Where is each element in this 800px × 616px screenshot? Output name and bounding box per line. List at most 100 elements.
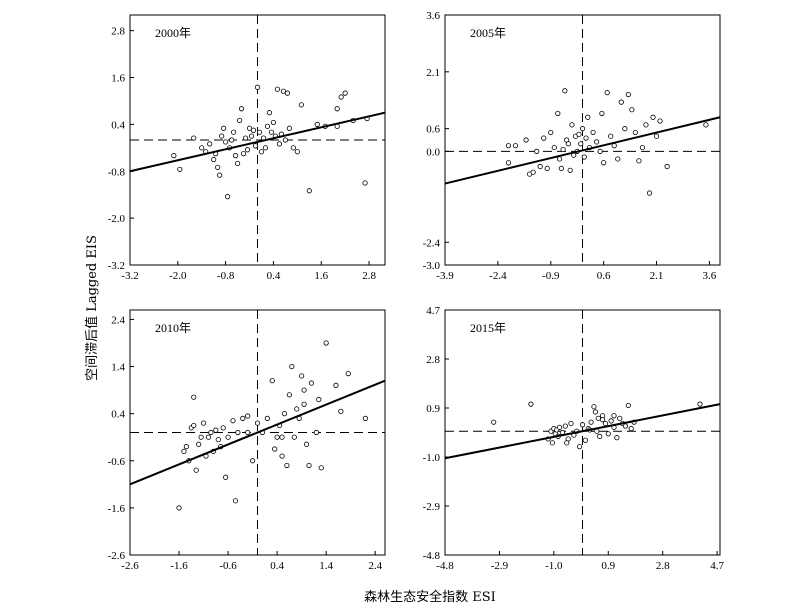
scatter-point [262, 145, 269, 151]
scatter-point [289, 363, 295, 370]
scatter-point [240, 151, 247, 157]
scatter-point [306, 188, 312, 194]
scatter-point [323, 340, 329, 346]
scatter-point [599, 417, 606, 423]
scatter-point [646, 190, 653, 196]
scatter-point [280, 88, 286, 94]
scatter-point [236, 117, 243, 124]
y-tick-label: 2.8 [426, 354, 440, 366]
fit-line [129, 111, 386, 173]
scatter-point [643, 122, 649, 128]
scatter-point [602, 420, 609, 427]
scatter-point [581, 154, 587, 160]
y-tick-label: -3.2 [108, 260, 125, 272]
y-tick-label: 0.0 [426, 146, 440, 158]
x-tick-label: 2.8 [362, 270, 376, 282]
scatter-point [585, 114, 591, 120]
x-tick-label: 1.6 [314, 270, 328, 282]
scatter-point [608, 133, 614, 139]
x-tick-label: -2.6 [121, 560, 139, 572]
scatter-point [530, 169, 536, 175]
y-tick-label: 1.6 [111, 73, 125, 85]
scatter-point [617, 415, 623, 421]
scatter-point [264, 415, 270, 421]
x-tick-label: -0.6 [219, 560, 237, 572]
fit-line [129, 379, 386, 486]
scatter-point [284, 90, 290, 96]
scatter-point [541, 135, 547, 141]
scatter-point [306, 462, 312, 469]
scatter-point [220, 425, 226, 431]
scatter-point [217, 172, 223, 178]
x-tick-label: 3.6 [703, 270, 717, 282]
y-tick-label: 1.4 [111, 362, 125, 374]
scatter-point [333, 382, 339, 388]
scatter-point [215, 436, 221, 443]
x-tick-label: -3.2 [121, 270, 138, 282]
scatter-point [567, 167, 573, 173]
y-tick-label: 4.7 [426, 305, 440, 317]
scatter-point [316, 396, 322, 403]
scatter-point [599, 110, 605, 117]
scatter-point [569, 122, 575, 128]
scatter-point [254, 84, 261, 90]
scatter-point [592, 409, 598, 415]
x-tick-label: -1.6 [170, 560, 188, 572]
scatter-point [338, 408, 344, 414]
scatter-point [334, 106, 340, 112]
scatter-point [578, 141, 584, 147]
scatter-point [314, 121, 320, 127]
scatter-point [252, 143, 259, 149]
scatter-point [505, 160, 512, 166]
scatter-point [551, 144, 557, 151]
x-tick-label: 0.6 [597, 270, 611, 282]
scatter-point [512, 143, 519, 149]
scatter-point [528, 401, 534, 407]
scatter-point [505, 143, 512, 149]
scatter-point [618, 99, 624, 105]
scatter-point [244, 147, 251, 153]
scatter-point [576, 131, 582, 137]
scatter-point [362, 180, 368, 186]
scatter-point [219, 133, 225, 139]
scatter-point [703, 122, 709, 128]
scatter-point [294, 149, 300, 155]
scatter-point [555, 110, 561, 117]
scatter-point [622, 126, 628, 132]
scatter-point [653, 133, 660, 139]
scatter-point [279, 434, 285, 440]
scatter-point [601, 160, 607, 166]
scatter-point [628, 426, 634, 432]
scatter-point [657, 118, 663, 124]
x-tick-label: 2.1 [650, 270, 664, 282]
scatter-point [338, 94, 344, 100]
y-tick-label: -3.0 [423, 260, 441, 272]
y-tick-label: 0.6 [426, 124, 440, 136]
scatter-point [604, 90, 610, 96]
x-tick-label: 4.7 [710, 560, 724, 572]
scatter-point [294, 406, 300, 412]
scatter-point [207, 141, 213, 147]
scatter-point [183, 444, 189, 450]
x-tick-label: 0.4 [267, 270, 281, 282]
scatter-point [298, 102, 304, 108]
scatter-point [211, 156, 217, 163]
panel-title: 2010年 [155, 321, 191, 335]
scatter-point [286, 125, 292, 131]
scatter-point [534, 148, 540, 154]
scatter-point [279, 453, 285, 459]
scatter-point [258, 149, 265, 155]
scatter-point [614, 435, 620, 441]
fit-line [444, 116, 721, 185]
scatter-point [591, 404, 597, 410]
scatter-point [282, 137, 288, 143]
scatter-point [223, 474, 229, 480]
scatter-point [595, 415, 601, 421]
y-tick-label: -2.9 [423, 501, 441, 513]
scatter-point [269, 378, 275, 384]
panel-title: 2005年 [470, 26, 506, 40]
scatter-point [362, 415, 368, 421]
scatter-point [229, 137, 235, 143]
scatter-point [590, 129, 596, 136]
scatter-point [232, 153, 239, 159]
